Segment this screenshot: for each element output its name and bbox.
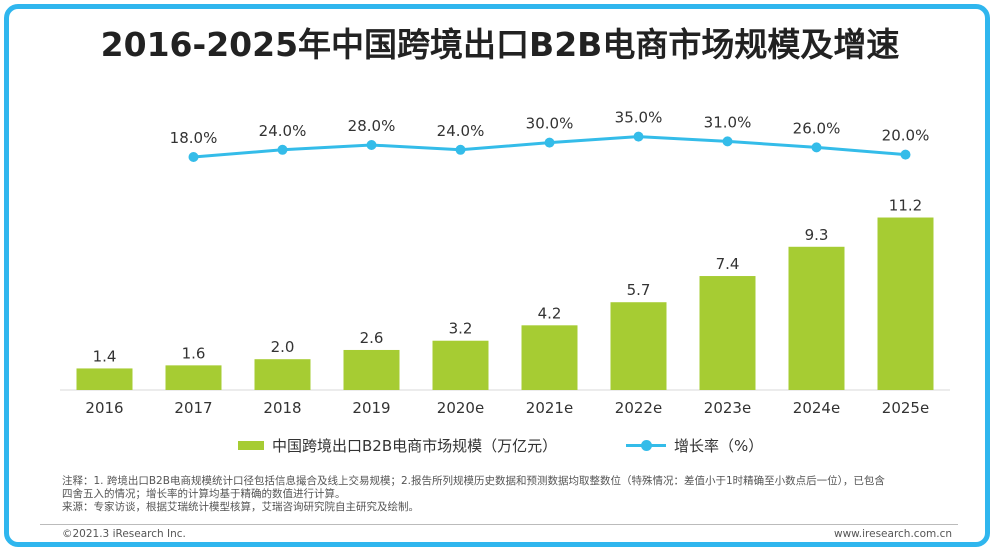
line-label-2019: 28.0% [348, 117, 396, 135]
legend-bar-series: 中国跨境出口B2B电商市场规模（万亿元） [238, 434, 557, 456]
x-tick-2021e: 2021e [526, 399, 573, 417]
x-tick-2019: 2019 [352, 399, 390, 417]
line-label-2024e: 26.0% [793, 119, 841, 137]
line-point-2017 [188, 152, 199, 162]
bar-label-2021e: 4.2 [538, 304, 562, 322]
bar-2022e [610, 302, 667, 390]
bar-label-2020e: 3.2 [449, 320, 473, 338]
bar-2019 [343, 349, 400, 390]
x-tick-2016: 2016 [85, 399, 123, 417]
line-point-2023e [722, 136, 733, 147]
bar-label-2017: 1.6 [182, 344, 206, 362]
bar-label-2023e: 7.4 [716, 255, 740, 273]
bar-label-2018: 2.0 [271, 338, 295, 356]
legend-line-swatch [626, 439, 666, 451]
footer-copyright: ©2021.3 iResearch Inc. [62, 528, 186, 540]
line-point-2025e [900, 149, 911, 160]
bar-2020e [432, 340, 489, 390]
line-point-2019 [366, 140, 377, 150]
note-line-2: 四舍五入的情况；增长率的计算均基于精确的数值进行计算。 [62, 488, 346, 500]
line-label-2017: 18.0% [170, 129, 218, 147]
bar-label-2025e: 11.2 [889, 197, 922, 215]
line-label-2021e: 30.0% [526, 115, 574, 133]
line-point-2018 [277, 144, 288, 155]
bar-2018 [254, 359, 311, 390]
bar-label-2022e: 5.7 [627, 281, 651, 299]
footer-website: www.iresearch.com.cn [833, 528, 952, 540]
bar-label-2016: 1.4 [93, 347, 117, 365]
bar-2021e [521, 325, 578, 390]
x-tick-2025e: 2025e [882, 399, 929, 417]
legend-line-label: 增长率（%） [674, 436, 764, 455]
note-source: 来源：专家访谈，根据艾瑞统计模型核算，艾瑞咨询研究院自主研究及绘制。 [62, 501, 419, 513]
legend-bar-label: 中国跨境出口B2B电商市场规模（万亿元） [272, 436, 558, 455]
chart-area: 1.4 2016 1.6 2017 2.0 2018 2.6 2019 3.2 2020e 4.2 2… [60, 109, 950, 417]
line-point-2020e [455, 144, 466, 155]
line-label-2023e: 31.0% [704, 113, 752, 131]
line-point-2024e [811, 142, 822, 153]
x-tick-2018: 2018 [263, 399, 301, 417]
legend-bar-swatch [238, 440, 264, 450]
chart-title: 2016-2025年中国跨境出口B2B电商市场规模及增速 [100, 25, 900, 64]
bar-2025e [877, 217, 934, 390]
bar-2016 [76, 368, 133, 390]
x-tick-2024e: 2024e [793, 399, 840, 417]
bar-2017 [165, 365, 222, 390]
legend-line-series: 增长率（%） [626, 434, 763, 456]
line-label-2018: 24.0% [259, 122, 307, 140]
line-point-2022e [633, 131, 644, 142]
bar-label-2019: 2.6 [360, 329, 384, 347]
bar-2024e [788, 246, 845, 390]
x-tick-2022e: 2022e [615, 399, 662, 417]
chart-notes: 注释：1. 跨境出口B2B电商规模统计口径包括信息撮合及线上交易规模；2.报告所… [62, 475, 952, 514]
footer-divider [40, 524, 958, 525]
line-label-2025e: 20.0% [882, 127, 930, 145]
x-tick-2023e: 2023e [704, 399, 751, 417]
x-tick-2017: 2017 [174, 399, 212, 417]
line-label-2022e: 35.0% [615, 109, 663, 127]
bar-label-2024e: 9.3 [805, 226, 829, 244]
x-tick-2020e: 2020e [437, 399, 484, 417]
line-point-2021e [544, 137, 555, 148]
note-line-1: 注释：1. 跨境出口B2B电商规模统计口径包括信息撮合及线上交易规模；2.报告所… [62, 475, 885, 487]
bar-2023e [699, 276, 756, 390]
line-label-2020e: 24.0% [437, 122, 485, 140]
